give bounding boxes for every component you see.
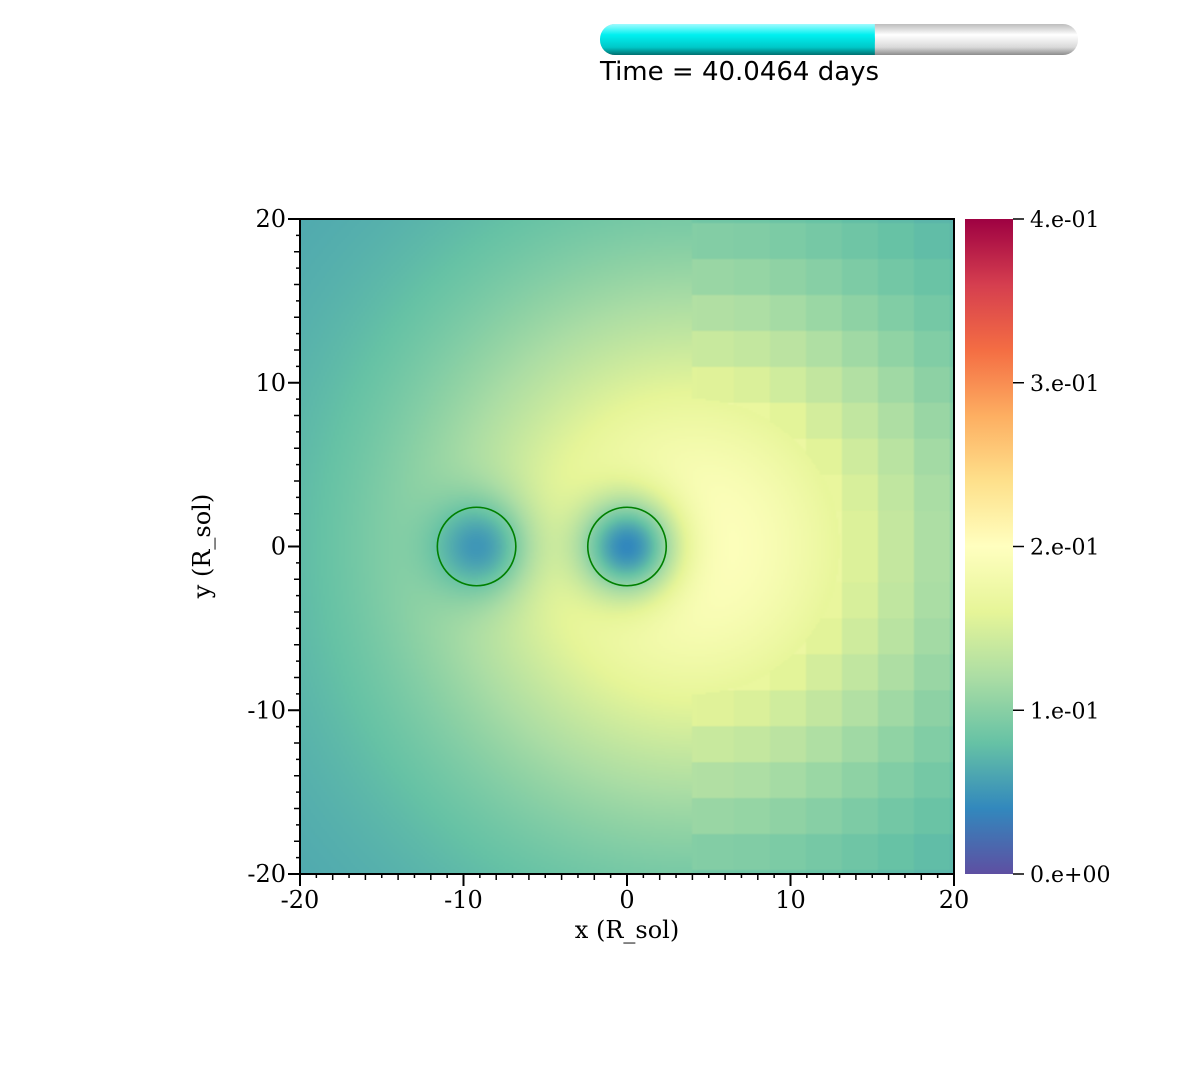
y-tick-label: 10 — [255, 369, 286, 397]
y-tick-label: -10 — [247, 696, 286, 724]
y-axis-title: y (R_sol) — [188, 494, 216, 599]
star-circle-1 — [436, 506, 517, 587]
y-tick-label: 20 — [255, 205, 286, 233]
x-tick-label: -10 — [444, 886, 483, 914]
y-axis-ticks — [288, 218, 300, 875]
colorbar-tick-labels: 0.e+00 1.e-01 2.e-01 3.e-01 4.e-01 — [1030, 208, 1110, 888]
y-axis-tick-labels: -20 -10 0 10 20 — [247, 205, 286, 888]
x-axis-tick-labels: -20 -10 0 10 20 — [281, 886, 970, 914]
heatmap-image — [300, 219, 954, 874]
colorbar-ticks — [1013, 218, 1024, 875]
star-circle-2 — [586, 506, 668, 587]
colorbar-tick-label: 3.e-01 — [1030, 372, 1099, 397]
x-tick-label: 10 — [775, 886, 806, 914]
x-axis-ticks — [299, 874, 955, 886]
colorbar — [965, 219, 1013, 874]
x-axis-title: x (R_sol) — [575, 916, 679, 944]
star-markers — [436, 506, 668, 587]
x-tick-label: -20 — [281, 886, 320, 914]
colorbar-tick-label: 0.e+00 — [1030, 863, 1110, 888]
y-tick-label: 0 — [271, 533, 286, 561]
time-label: Time = 40.0464 days — [599, 57, 879, 87]
time-bar-fill-end — [615, 24, 875, 55]
colorbar-tick-label: 4.e-01 — [1030, 208, 1099, 233]
time-progress-bar — [600, 24, 1078, 55]
x-tick-label: 20 — [939, 886, 970, 914]
colorbar-tick-label: 2.e-01 — [1030, 536, 1099, 561]
x-tick-label: 0 — [619, 886, 634, 914]
y-tick-label: -20 — [247, 860, 286, 888]
colorbar-tick-label: 1.e-01 — [1030, 699, 1099, 724]
